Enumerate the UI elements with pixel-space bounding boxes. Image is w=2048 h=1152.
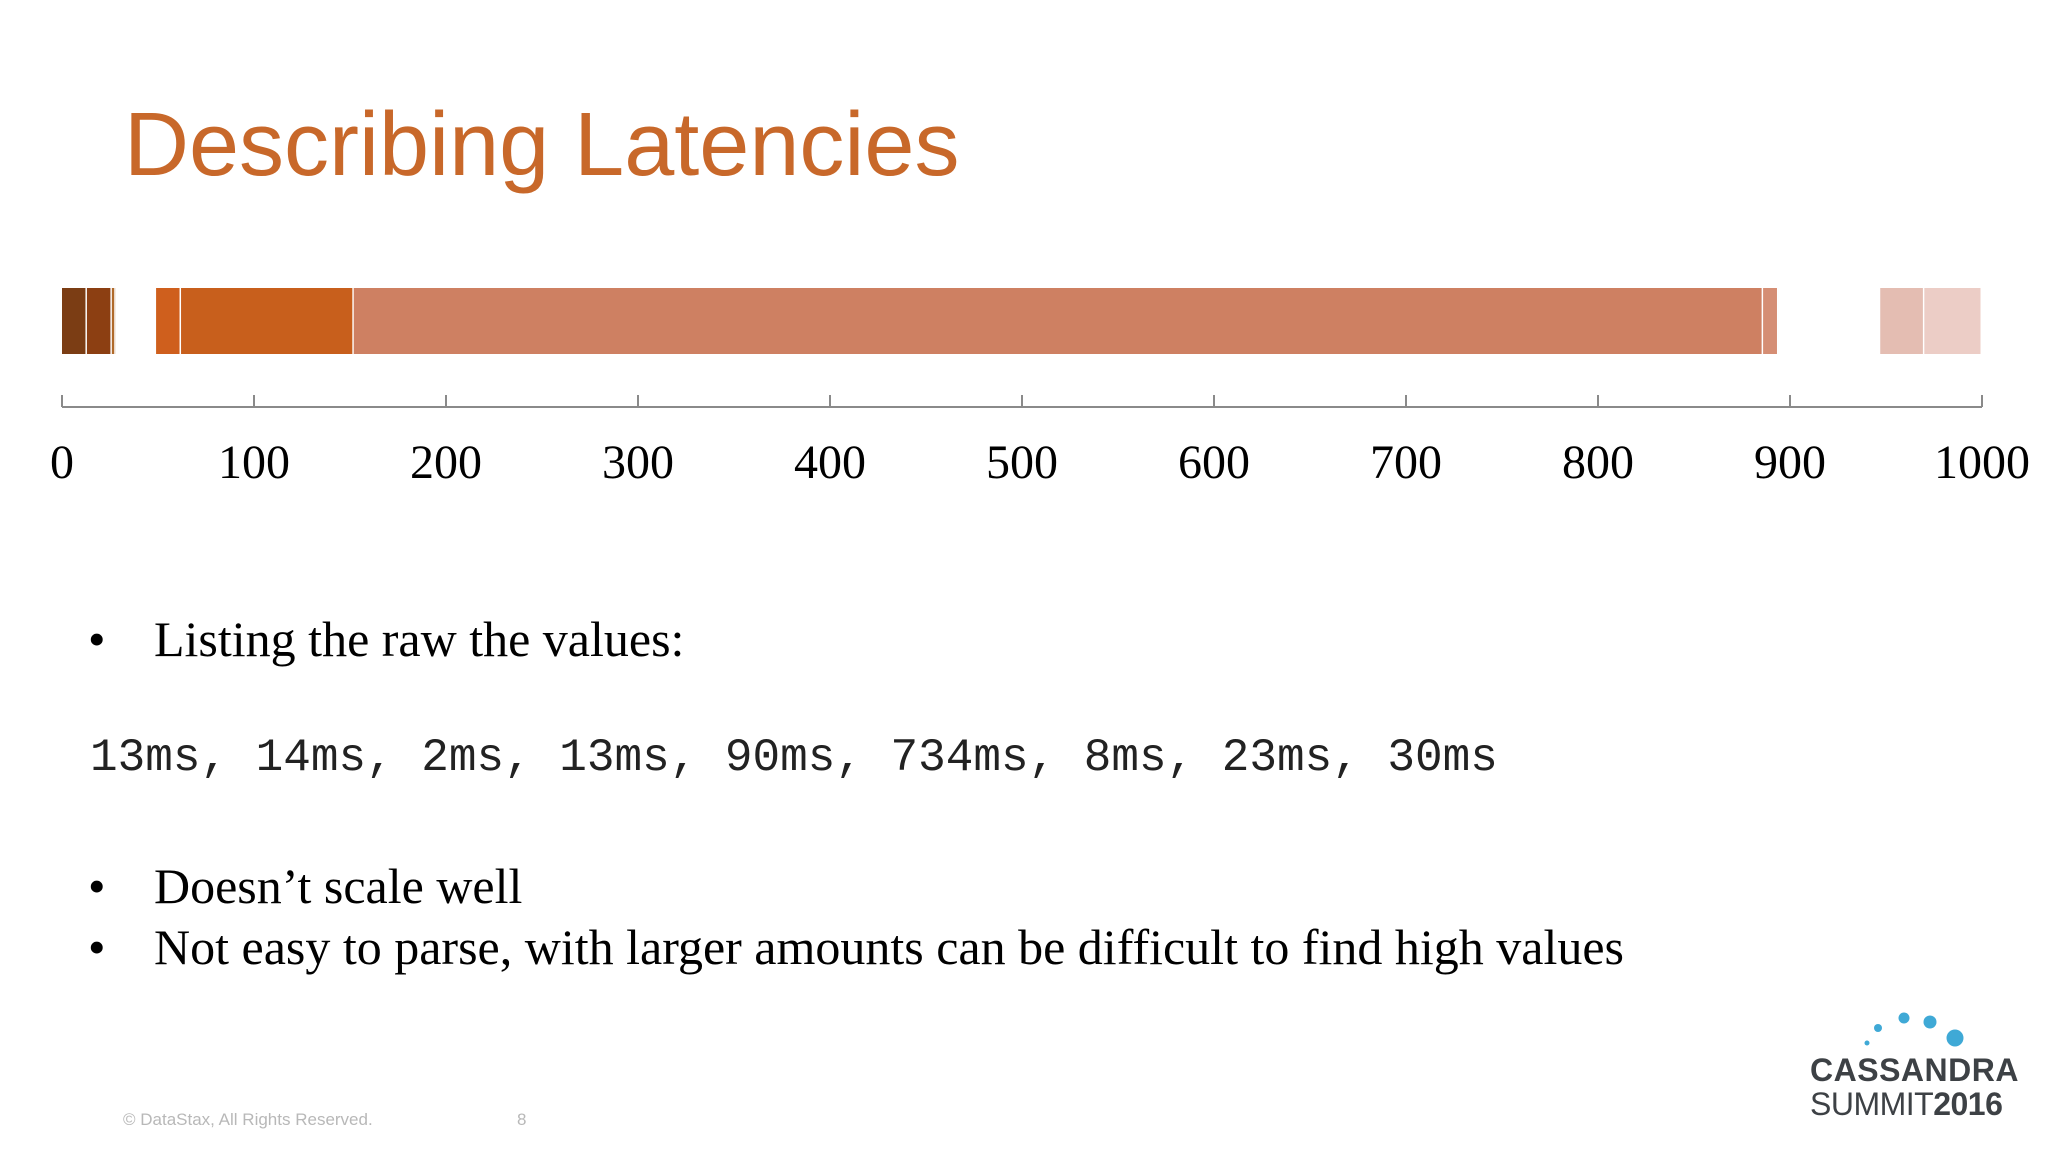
logo-text-cassandra: CASSANDRA	[1810, 1052, 2019, 1088]
bullet-not-easy-to-parse: • Not easy to parse, with larger amounts …	[88, 916, 1624, 978]
bar-segment-4	[181, 288, 354, 354]
bar-segment-separator	[352, 288, 354, 354]
axis-tick-label: 900	[1754, 436, 1826, 489]
axis-tick-label: 300	[602, 436, 674, 489]
bar-segment-6	[1763, 288, 1779, 354]
axis-tick-label: 600	[1178, 436, 1250, 489]
bullet-glyph: •	[88, 858, 106, 914]
bullet-text: Not easy to parse, with larger amounts c…	[154, 919, 1625, 975]
logo-text-summit-word: SUMMIT	[1810, 1086, 1934, 1122]
axis-tick-label: 800	[1562, 436, 1634, 489]
slide-title: Describing Latencies	[124, 95, 960, 195]
raw-values-list: 13ms, 14ms, 2ms, 13ms, 90ms, 734ms, 8ms,…	[90, 732, 1498, 784]
axis-tick-label: 0	[50, 436, 74, 489]
bar-segment-8	[1924, 288, 1982, 354]
bar-segment-separator	[1980, 288, 1982, 354]
axis-tick-label: 700	[1370, 436, 1442, 489]
bar-segment-5	[353, 288, 1764, 354]
bar-segment-3	[156, 288, 182, 354]
bullet-raw-values: • Listing the raw the values:	[88, 608, 684, 670]
bar-segment-separator	[1776, 288, 1779, 354]
bar-segment-separator	[85, 288, 87, 354]
footer-page-number: 8	[517, 1110, 527, 1129]
bar-segment-separator	[114, 288, 116, 354]
footer-copyright: © DataStax, All Rights Reserved.	[123, 1110, 373, 1129]
bullet-glyph: •	[88, 919, 106, 975]
axis-tick-label: 200	[410, 436, 482, 489]
bar-segment-separator	[1922, 288, 1925, 354]
bar-segment-separator	[110, 288, 112, 354]
axis-tick-label: 500	[986, 436, 1058, 489]
bar-segment-0	[62, 288, 87, 354]
bar-segment-7	[1880, 288, 1925, 354]
bullet-text: Doesn’t scale well	[154, 858, 523, 914]
logo-dots-icon	[1864, 1012, 1964, 1047]
logo-text-year: 2016	[1933, 1086, 2003, 1122]
bar-segment-separator	[179, 288, 182, 354]
bar-segment-1	[86, 288, 112, 354]
axis-tick-label: 400	[794, 436, 866, 489]
axis-tick-label: 100	[218, 436, 290, 489]
bar-segment-2	[111, 288, 116, 354]
cassandra-summit-logo: CASSANDRA SUMMIT2016	[1800, 1000, 2030, 1130]
axis-tick-label: 1000	[1934, 436, 2030, 489]
bullet-text: Listing the raw the values:	[154, 611, 685, 667]
logo-text-summit: SUMMIT2016	[1810, 1086, 2003, 1123]
bar-segment-separator	[1761, 288, 1764, 354]
latency-bar-chart	[62, 288, 1982, 354]
bullet-glyph: •	[88, 611, 106, 667]
latency-axis: 0 100 200 300 400 500 600 700 800 900 1000	[50, 395, 2030, 489]
bullet-doesnt-scale: • Doesn’t scale well	[88, 855, 522, 917]
